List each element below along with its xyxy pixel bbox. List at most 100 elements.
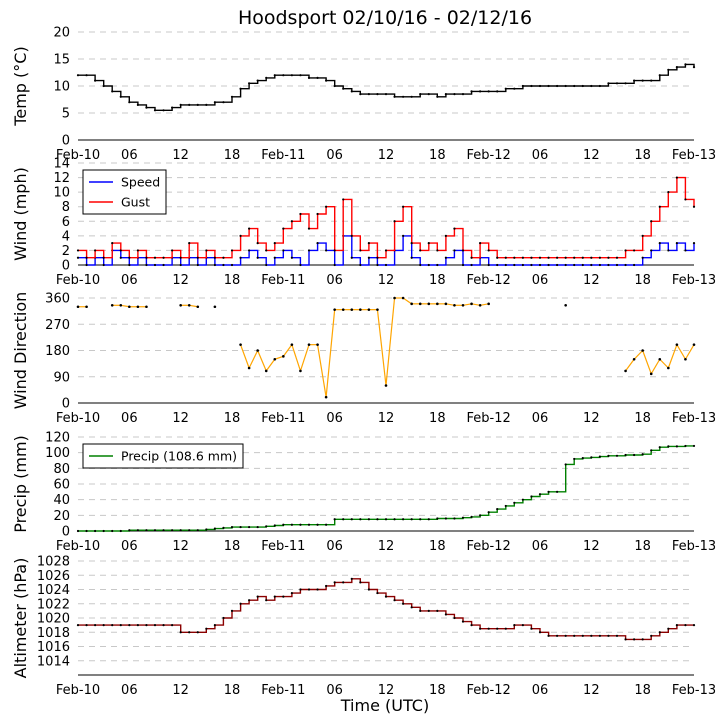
temp-series-point: [504, 87, 507, 90]
temp-series-point: [667, 68, 670, 71]
wind-direction-x-tick-label: 06: [121, 411, 138, 426]
wind-speed-point: [145, 263, 148, 267]
wind-speed-point: [153, 263, 157, 267]
precip-precip-108-6-mm-point: [316, 523, 319, 526]
wind-x-tick-label: 06: [326, 273, 343, 288]
temp-x-tick-label: 12: [378, 148, 395, 163]
precip-precip-108-6-mm-point: [282, 523, 285, 526]
wind-gust-point: [504, 256, 507, 259]
wind-gust-point: [513, 256, 516, 259]
wind-speed-point: [325, 249, 328, 252]
precip-precip-108-6-mm-point: [573, 457, 576, 461]
wind-direction-segment: [282, 344, 293, 357]
wind-gust-point: [573, 256, 576, 259]
temp-series-point: [299, 74, 302, 77]
precip-precip-108-6-mm-point: [427, 518, 430, 521]
wind-direction-point: [282, 355, 285, 358]
temp-series-point: [248, 82, 251, 85]
wind-speed-point: [487, 263, 490, 267]
precip-precip-108-6-mm-point: [658, 446, 661, 449]
wind-direction-point: [384, 384, 388, 387]
temp-x-tick-label: 06: [121, 148, 138, 163]
wind-speed-point: [453, 249, 456, 252]
precip-precip-108-6-mm-point: [479, 514, 482, 517]
wind-speed-point: [547, 263, 550, 267]
altimeter-series-point: [453, 616, 456, 620]
temp-series-point: [359, 93, 362, 96]
wind-speed-point: [85, 263, 88, 267]
temp-series-point: [367, 93, 370, 96]
altimeter-series-point: [624, 638, 627, 641]
altimeter-x-tick-label: 12: [172, 683, 189, 698]
temp-series-point: [470, 90, 473, 93]
temp-series-point: [316, 76, 319, 79]
wind-gust-point: [239, 234, 242, 237]
temp-x-tick-label: 18: [224, 148, 241, 163]
wind-direction-segment: [257, 350, 267, 372]
wind-speed-line: [78, 235, 695, 266]
wind-direction-point: [307, 343, 311, 346]
wind-gust-point: [171, 249, 174, 252]
wind-gust-point: [521, 256, 524, 259]
altimeter-x-tick-label: 18: [429, 683, 446, 698]
altimeter-series-point: [615, 634, 619, 637]
wind-gust-point: [564, 256, 567, 259]
altimeter-series-point: [350, 577, 353, 580]
precip-y-tick-label: 40: [53, 493, 70, 508]
temp-series-point: [427, 93, 430, 96]
wind-direction-point: [564, 303, 567, 307]
wind-speed-point: [179, 263, 182, 267]
temp-series-point: [376, 93, 379, 96]
wind-direction-point: [487, 302, 490, 306]
temp-series-point: [444, 93, 447, 96]
altimeter-series-point: [102, 624, 105, 627]
wind-speed-point: [461, 263, 465, 267]
wind-gust-point: [607, 256, 610, 259]
altimeter-series-point: [556, 634, 559, 637]
wind-speed-point: [248, 249, 251, 252]
wind-gust-point: [333, 249, 336, 252]
temp-series-point: [419, 93, 422, 96]
wind-direction-y-tick-label: 180: [45, 344, 70, 359]
wind-direction-segment: [676, 344, 686, 360]
altimeter-series-point: [410, 606, 413, 609]
precip-precip-108-6-mm-point: [94, 529, 97, 533]
precip-precip-108-6-mm-point: [299, 523, 302, 526]
wind-direction-segment: [385, 297, 396, 386]
wind-direction-y-tick-label: 90: [53, 370, 70, 385]
precip-precip-108-6-mm-point: [196, 529, 199, 532]
wind-direction-point: [692, 343, 696, 346]
wind-speed-point: [119, 256, 122, 259]
precip-precip-108-6-mm-point: [538, 493, 542, 496]
temp-series-point: [675, 66, 678, 69]
wind-direction-segment: [625, 358, 635, 372]
wind-gust-point: [496, 256, 499, 259]
temp-series-point: [162, 109, 165, 112]
wind-direction-point: [299, 369, 302, 373]
wind-direction-point: [316, 343, 319, 346]
precip-precip-108-6-mm-point: [188, 529, 191, 532]
wind-direction-point: [119, 303, 123, 307]
precip-y-tick-label: 80: [53, 462, 70, 477]
altimeter-series-point: [222, 616, 225, 620]
wind-direction-point: [264, 369, 268, 373]
altimeter-series-point: [265, 599, 268, 602]
precip-precip-108-6-mm-point: [128, 529, 131, 532]
precip-precip-108-6-mm-point: [487, 511, 490, 514]
precip-precip-108-6-mm-point: [444, 517, 447, 520]
temp-series-point: [461, 93, 465, 96]
wind-gust-point: [547, 256, 550, 259]
temp-series-point: [692, 66, 696, 69]
wind-y-tick-label: 8: [62, 200, 70, 215]
wind-speed-point: [692, 242, 696, 245]
wind-gust-point: [102, 256, 105, 259]
wind-gust-point: [384, 249, 388, 252]
wind-gust-point: [684, 198, 687, 201]
temp-series-point: [564, 84, 567, 88]
wind-gust-point: [367, 242, 370, 245]
precip-precip-108-6-mm-point: [213, 527, 216, 530]
altimeter-series-point: [273, 595, 276, 598]
wind-speed-point: [530, 263, 533, 267]
altimeter-x-tick-label: 18: [224, 683, 241, 698]
wind-gust-point: [427, 242, 430, 245]
